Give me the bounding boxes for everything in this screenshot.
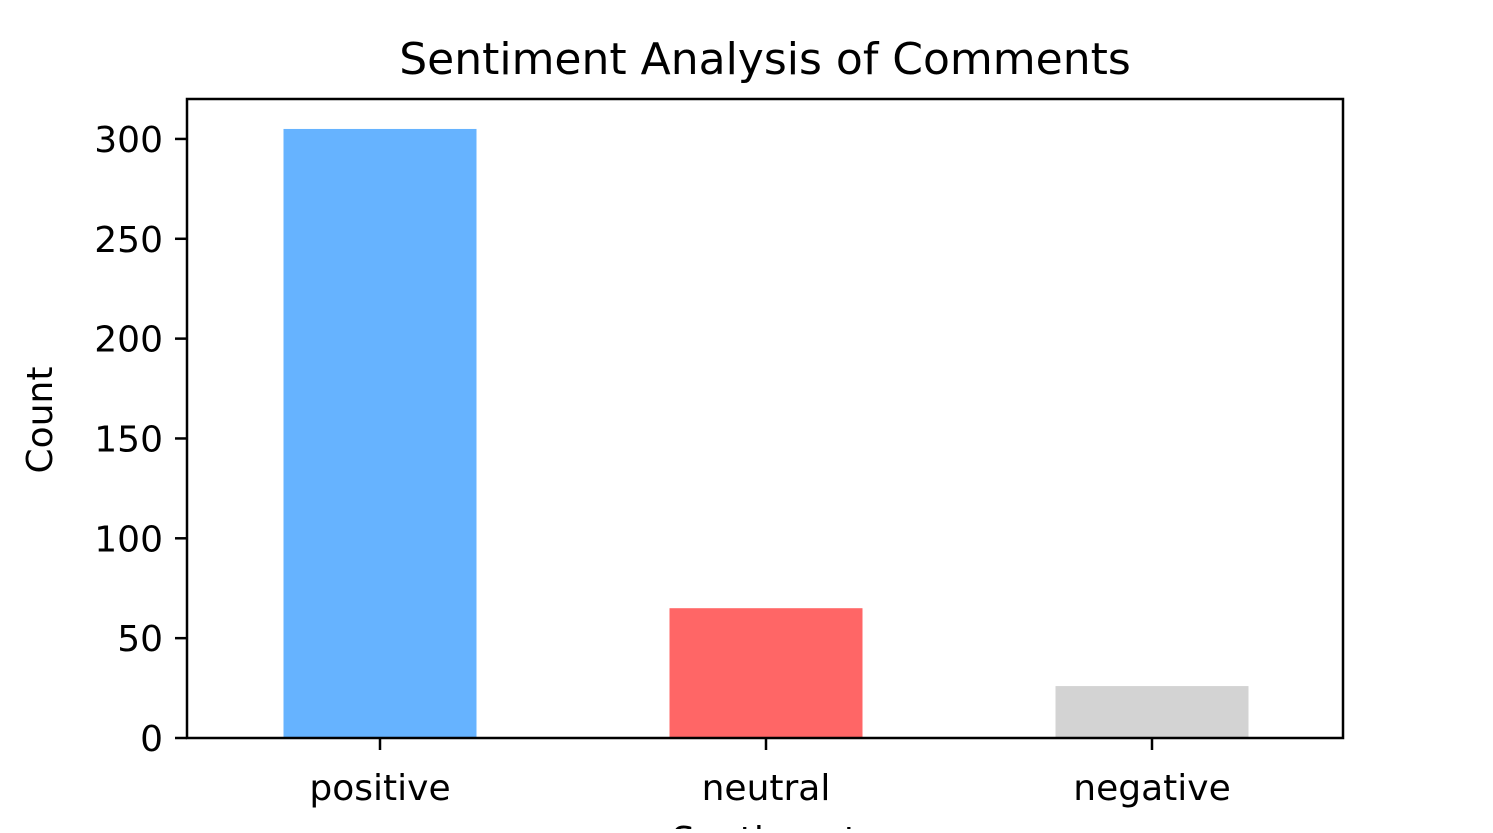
y-axis-label: Count bbox=[20, 367, 61, 474]
chart-title: Sentiment Analysis of Comments bbox=[399, 34, 1131, 85]
y-tick-label: 50 bbox=[117, 619, 163, 660]
y-axis-ticks: 0 50 100 150 200 250 300 bbox=[94, 120, 187, 760]
y-tick-label: 0 bbox=[140, 719, 163, 760]
x-axis-label: Sentiment bbox=[672, 820, 858, 829]
x-tick-label: neutral bbox=[702, 768, 831, 809]
bar-negative bbox=[1055, 686, 1249, 738]
y-tick-label: 150 bbox=[94, 419, 163, 460]
x-axis-ticks: positive neutral negative bbox=[309, 738, 1231, 809]
y-tick-label: 250 bbox=[94, 220, 163, 261]
y-tick-label: 100 bbox=[94, 519, 163, 560]
bar-neutral bbox=[669, 608, 863, 738]
bar-positive bbox=[283, 128, 477, 738]
y-tick-label: 300 bbox=[94, 120, 163, 161]
x-tick-label: negative bbox=[1073, 768, 1230, 809]
y-tick-label: 200 bbox=[94, 320, 163, 361]
bars-layer bbox=[283, 128, 1249, 738]
x-tick-label: positive bbox=[309, 768, 450, 809]
plot-frame bbox=[185, 97, 1345, 740]
